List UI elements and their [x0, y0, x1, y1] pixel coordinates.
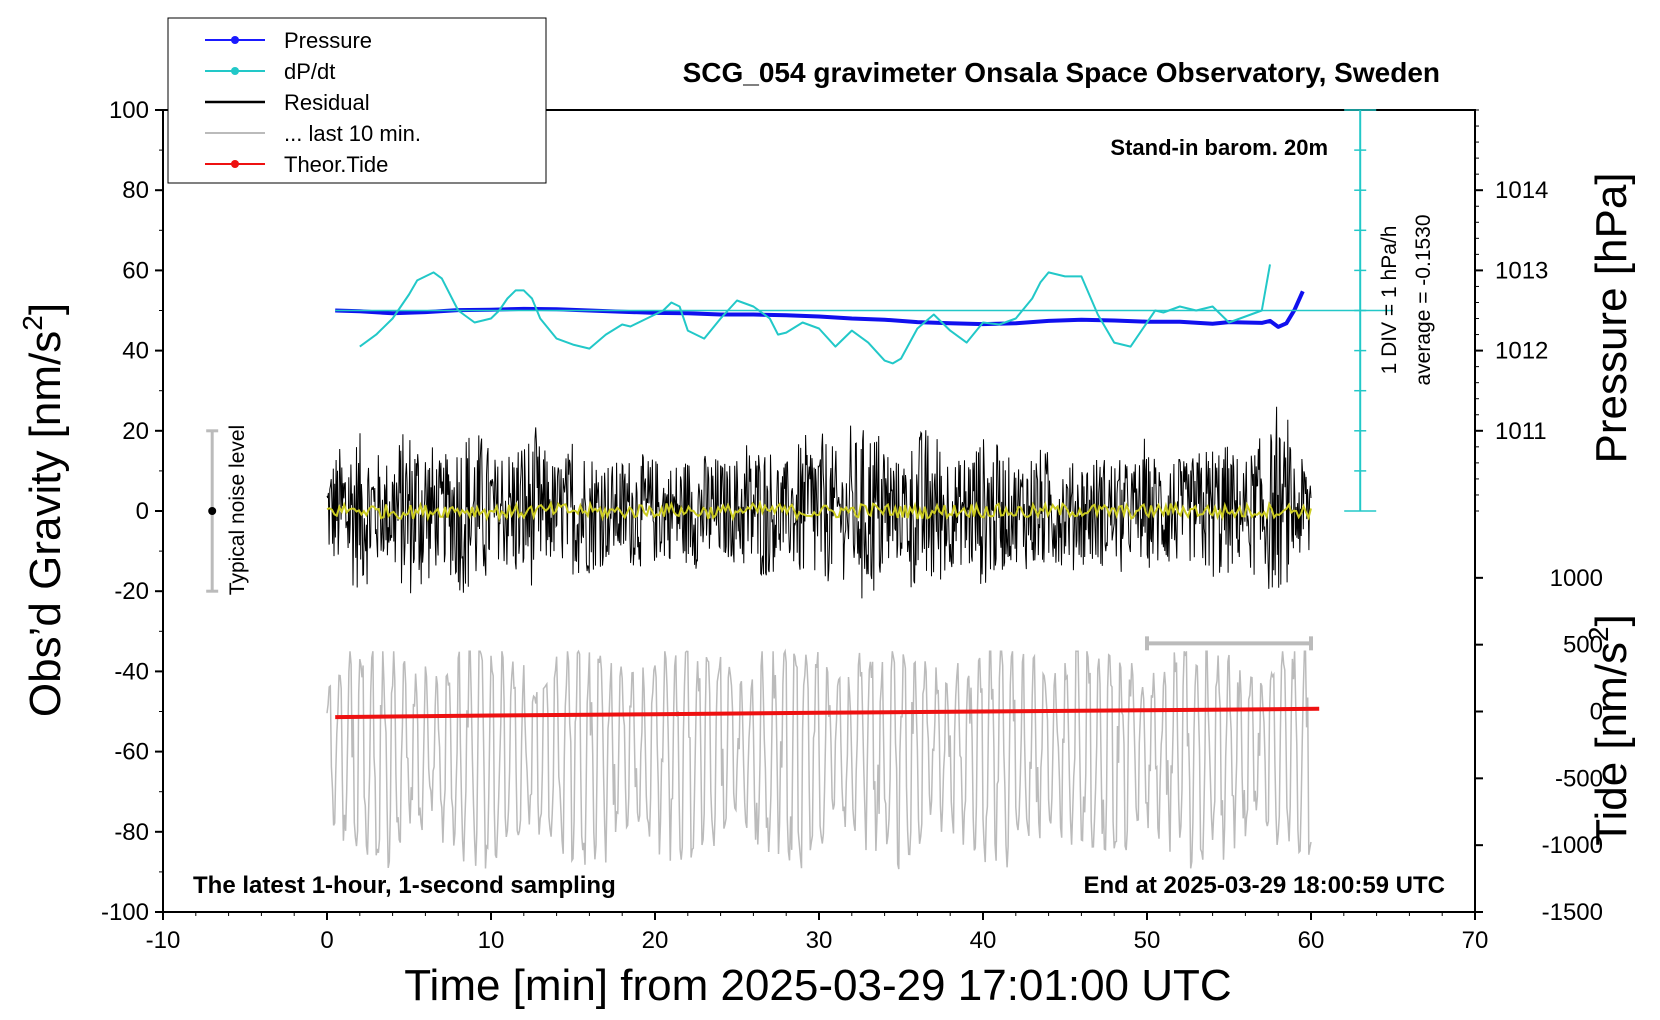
bottom-left-annotation: The latest 1-hour, 1-second sampling: [193, 872, 616, 899]
y-axis-label-gravity: Obs’d Gravity [nm/s2]: [17, 303, 70, 717]
x-tick-label: 40: [970, 927, 997, 954]
chart-title: SCG_054 gravimeter Onsala Space Observat…: [683, 57, 1440, 88]
y-axis-gravity: 100 80 60 40 20 0 -20 -40 -60 -80 -100: [101, 97, 163, 926]
tide-tick-label: 0: [1590, 699, 1603, 726]
pressure-series: [335, 290, 1305, 329]
tide-tick-label: -1500: [1542, 899, 1603, 926]
pressure-tick-label: 1014: [1495, 177, 1548, 204]
y-tick-label: -60: [114, 739, 149, 766]
pressure-scale-bar: [1344, 109, 1377, 512]
legend-label: dP/dt: [284, 59, 335, 84]
y-tick-label: -80: [114, 819, 149, 846]
legend-box: [167, 17, 547, 184]
y-axis-tide: 1000 500 0 -500 -1000 -1500: [1475, 565, 1603, 926]
tide-tick-label: 500: [1563, 632, 1603, 659]
series-layer: [206, 264, 1393, 870]
last-10-min-series: [326, 648, 1312, 870]
y-tick-label: -100: [101, 899, 149, 926]
y-tick-label: 100: [109, 97, 149, 124]
tide-series: [335, 706, 1320, 720]
noise-bar-center: [208, 507, 217, 515]
y-tick-label: -20: [114, 578, 149, 605]
y-tick-label: 20: [122, 418, 149, 445]
x-tick-label: 70: [1462, 927, 1489, 954]
y-tick-label: 60: [122, 257, 149, 284]
tide-tick-label: -500: [1555, 765, 1603, 792]
bottom-right-annotation: End at 2025-03-29 18:00:59 UTC: [1084, 872, 1446, 899]
y-tick-label: 0: [136, 498, 149, 525]
pressure-tick-label: 1013: [1495, 257, 1548, 284]
y-tick-label: 40: [122, 338, 149, 365]
dpdt-series: [359, 264, 1271, 365]
noise-annotation: Typical noise level: [226, 425, 249, 595]
div-annotation: 1 DIV = 1 hPa/h: [1378, 226, 1401, 375]
pressure-tick-label: 1012: [1495, 338, 1548, 365]
average-annotation: average = -0.1530: [1412, 214, 1435, 385]
residual-series: [326, 406, 1312, 599]
y-tick-label: -40: [114, 658, 149, 685]
x-tick-label: 60: [1298, 927, 1325, 954]
x-tick-label: 50: [1134, 927, 1161, 954]
legend-label: Pressure: [284, 28, 372, 53]
legend-label: ... last 10 min.: [284, 121, 421, 146]
tide-tick-label: -1000: [1542, 832, 1603, 859]
x-tick-label: 30: [806, 927, 833, 954]
legend-label: Residual: [284, 90, 370, 115]
legend: Pressure dP/dt Residual ... last 10 min. The…: [167, 17, 547, 184]
y-axis-pressure: 1014 1013 1012 1011: [1475, 109, 1548, 512]
barometer-annotation: Stand-in barom. 20m: [1110, 135, 1328, 160]
legend-marker: [231, 67, 239, 75]
legend-marker: [231, 160, 239, 168]
y-tick-label: 80: [122, 177, 149, 204]
x-axis-label: Time [min] from 2025-03-29 17:01:00 UTC: [404, 961, 1231, 1010]
legend-label: Theor.Tide: [284, 152, 388, 177]
residual-smoothed-series: [326, 499, 1312, 523]
y-axis-label-tide: Tide [nm/s2]: [1583, 614, 1636, 846]
x-tick-label: 0: [320, 927, 333, 954]
legend-marker: [231, 36, 239, 44]
x-tick-label: 10: [478, 927, 505, 954]
x-tick-label: 20: [642, 927, 669, 954]
x-tick-label: -10: [146, 927, 181, 954]
y-axis-label-pressure: Pressure [hPa]: [1587, 172, 1636, 463]
pressure-tick-label: 1011: [1495, 418, 1547, 445]
x-axis: -10 0 10 20 30 40 50 60 70: [146, 912, 1489, 954]
tide-tick-label: 1000: [1550, 565, 1603, 592]
